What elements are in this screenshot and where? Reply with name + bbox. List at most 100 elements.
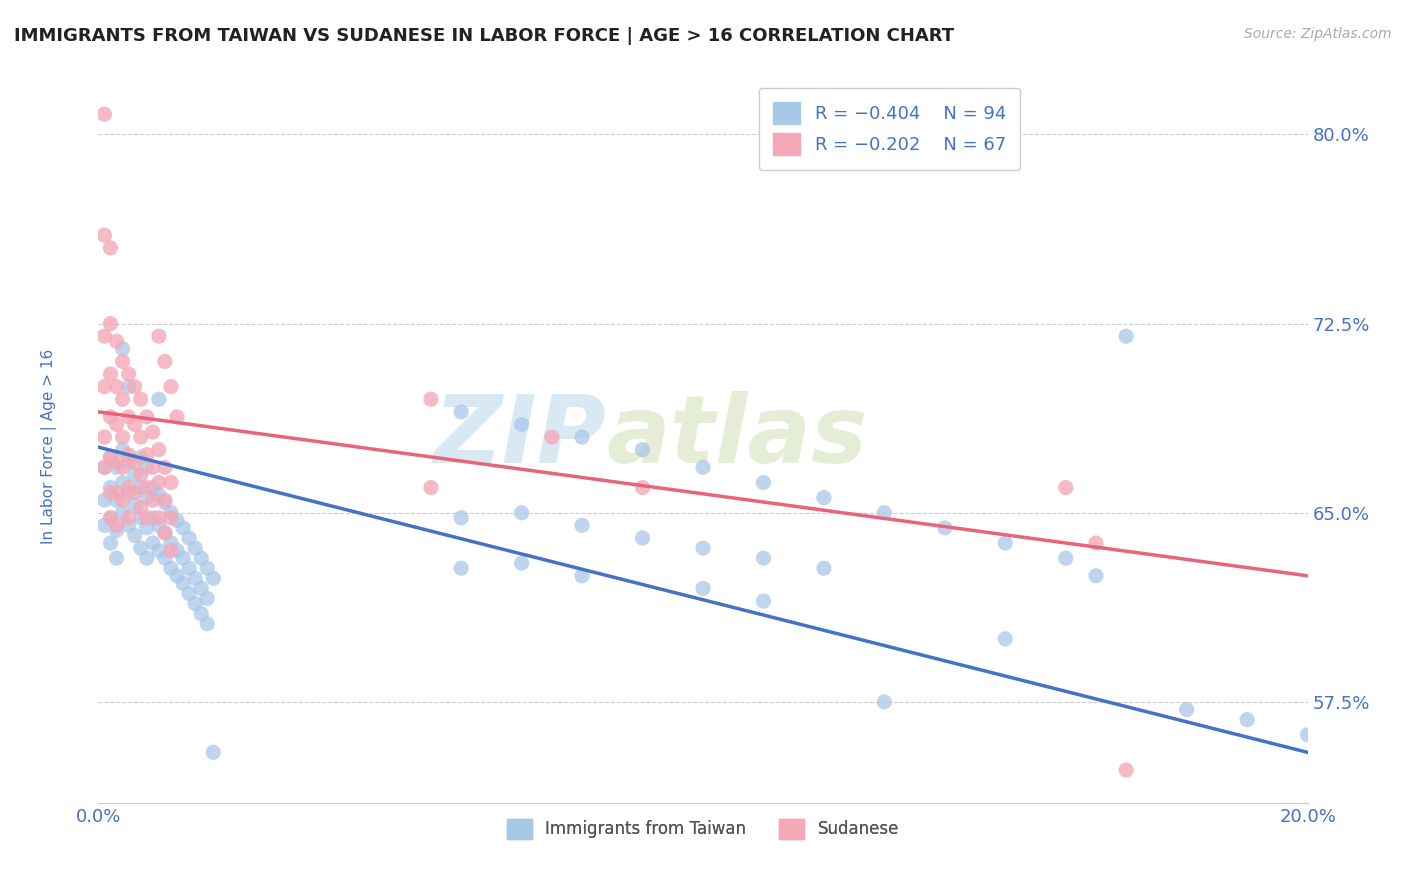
Point	[450, 510, 472, 524]
Point	[93, 493, 115, 508]
Point	[184, 541, 207, 555]
Point	[752, 551, 775, 566]
Point	[934, 521, 956, 535]
Point	[166, 569, 188, 583]
Point	[153, 460, 176, 475]
Point	[510, 417, 533, 432]
Point	[1115, 329, 1137, 343]
Point	[450, 561, 472, 575]
Point	[160, 506, 183, 520]
Point	[118, 367, 141, 381]
Point	[142, 493, 165, 508]
Point	[142, 425, 165, 439]
Point	[129, 430, 152, 444]
Point	[105, 493, 128, 508]
Point	[93, 518, 115, 533]
Point	[153, 496, 176, 510]
Point	[450, 405, 472, 419]
Point	[129, 510, 152, 524]
Point	[129, 500, 152, 515]
Point	[1236, 713, 1258, 727]
Point	[100, 485, 122, 500]
Point	[631, 531, 654, 545]
Point	[105, 518, 128, 533]
Point	[1115, 763, 1137, 777]
Point	[166, 409, 188, 424]
Point	[129, 541, 152, 555]
Point	[148, 392, 170, 407]
Text: Source: ZipAtlas.com: Source: ZipAtlas.com	[1244, 27, 1392, 41]
Point	[195, 591, 218, 606]
Point	[571, 518, 593, 533]
Point	[93, 379, 115, 393]
Point	[118, 455, 141, 469]
Point	[111, 475, 134, 490]
Point	[100, 536, 122, 550]
Point	[124, 485, 146, 500]
Point	[1085, 569, 1108, 583]
Point	[124, 455, 146, 469]
Point	[631, 481, 654, 495]
Point	[105, 334, 128, 349]
Point	[111, 493, 134, 508]
Point	[135, 510, 157, 524]
Point	[752, 594, 775, 608]
Point	[873, 695, 896, 709]
Point	[692, 582, 714, 596]
Point	[118, 448, 141, 462]
Point	[93, 228, 115, 243]
Point	[172, 576, 194, 591]
Point	[100, 481, 122, 495]
Point	[631, 442, 654, 457]
Point	[148, 518, 170, 533]
Point	[100, 450, 122, 465]
Point	[571, 430, 593, 444]
Point	[135, 409, 157, 424]
Point	[124, 498, 146, 512]
Point	[1054, 481, 1077, 495]
Point	[135, 551, 157, 566]
Point	[124, 417, 146, 432]
Point	[994, 632, 1017, 646]
Point	[202, 571, 225, 585]
Point	[100, 317, 122, 331]
Point	[118, 481, 141, 495]
Point	[420, 481, 443, 495]
Point	[813, 561, 835, 575]
Point	[124, 379, 146, 393]
Point	[129, 481, 152, 495]
Point	[571, 569, 593, 583]
Point	[111, 506, 134, 520]
Point	[135, 491, 157, 505]
Point	[129, 467, 152, 482]
Point	[105, 524, 128, 538]
Point	[179, 586, 201, 600]
Point	[148, 488, 170, 502]
Point	[100, 510, 122, 524]
Point	[100, 409, 122, 424]
Point	[160, 510, 183, 524]
Point	[148, 329, 170, 343]
Point	[166, 543, 188, 558]
Point	[190, 551, 212, 566]
Point	[202, 745, 225, 759]
Point	[153, 493, 176, 508]
Point	[129, 392, 152, 407]
Point	[93, 460, 115, 475]
Point	[153, 551, 176, 566]
Point	[111, 354, 134, 368]
Point	[1296, 728, 1319, 742]
Point	[153, 354, 176, 368]
Point	[179, 561, 201, 575]
Point	[142, 481, 165, 495]
Point	[118, 379, 141, 393]
Point	[1054, 551, 1077, 566]
Point	[692, 460, 714, 475]
Point	[105, 379, 128, 393]
Point	[148, 543, 170, 558]
Text: In Labor Force | Age > 16: In Labor Force | Age > 16	[41, 349, 58, 543]
Point	[135, 481, 157, 495]
Point	[813, 491, 835, 505]
Point	[111, 392, 134, 407]
Point	[160, 379, 183, 393]
